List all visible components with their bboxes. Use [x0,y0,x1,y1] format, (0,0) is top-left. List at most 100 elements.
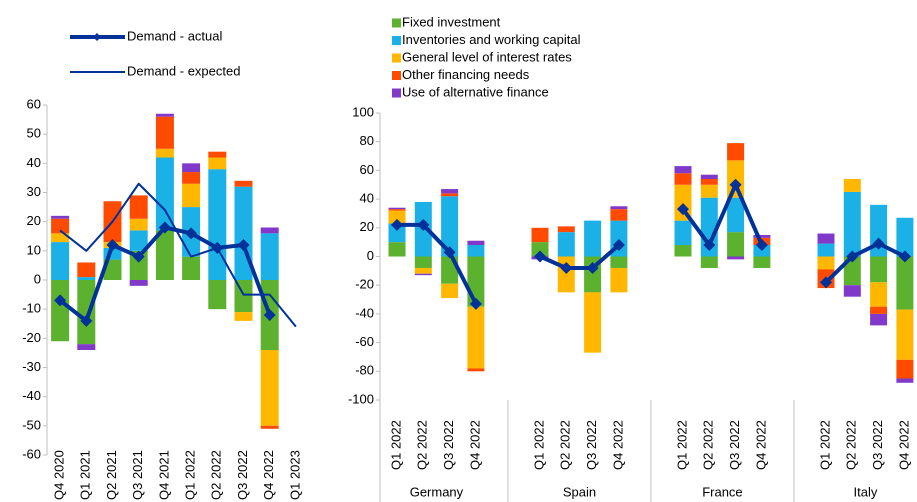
legend-label: Demand - actual [127,28,222,43]
y-tick-label: 20 [360,219,374,234]
bar-segment [208,169,227,280]
y-tick-label: -80 [355,363,374,378]
marker [263,309,276,321]
marker [820,276,832,289]
bar-segment [727,143,745,161]
x-tick-label: Q1 2023 [287,450,302,500]
bar-segment [129,230,148,251]
x-tick-label: Q2 2022 [701,420,716,470]
legend-swatch [392,53,401,63]
bar-segment [610,267,628,293]
marker [560,261,573,274]
bar-segment [260,425,279,429]
bar-segment [51,233,70,243]
legend-marker [93,33,101,41]
marker [106,239,119,251]
y-tick-label: -20 [22,330,41,345]
marker [80,314,93,327]
marker [612,239,625,252]
bar-segment [155,113,174,117]
bar-segment [234,180,253,187]
bar-segment [260,350,279,426]
bar-segment [870,282,888,307]
bar-segment [441,196,459,257]
bar-segment [155,116,174,149]
bar-segment [843,256,861,286]
bar-segment [182,163,201,173]
bar-segment [388,207,406,210]
bar-segment [674,220,692,246]
y-tick-label: 100 [352,104,374,119]
bar-segment [208,280,227,310]
bar-segment [753,234,771,238]
bar-segment [610,206,628,210]
bar-segment [388,209,406,211]
bar-segment [584,292,602,353]
y-tick-label: 10 [27,242,41,257]
marker [469,297,482,310]
y-tick-label: -60 [22,446,41,461]
legend-swatch [392,71,401,80]
bar-segment [51,215,70,219]
bar-segment [531,227,549,243]
bar-segment [234,312,253,321]
bar-segment [414,256,432,268]
x-tick-label: Q4 2022 [610,420,625,470]
marker [534,250,546,263]
bar-segment [700,179,718,185]
bar-segment [896,256,914,310]
bar-segment [260,227,279,234]
y-tick-label: -10 [22,301,41,316]
bar-segment [467,306,485,369]
bar-segment [727,232,745,257]
legend-swatch [392,18,401,28]
bar-segment [414,273,432,276]
bar-segment [700,184,718,198]
bar-segment [674,245,692,257]
y-tick-label: -20 [355,277,374,292]
bar-segment [77,344,96,350]
bar-segment [610,256,628,268]
bar-segment [557,232,575,257]
bar-segment [208,157,227,170]
y-tick-label: 60 [360,162,374,177]
group-label: Germany [410,484,464,499]
y-tick-label: 60 [27,96,41,111]
bar-segment [674,173,692,185]
y-tick-label: 20 [27,213,41,228]
x-tick-label: Q1 2022 [388,420,403,470]
x-tick-label: Q1 2022 [183,450,198,500]
x-tick-label: Q3 2022 [870,420,885,470]
y-tick-label: -100 [348,391,374,406]
bar-segment [896,309,914,360]
x-tick-label: Q2 2022 [558,420,573,470]
bar-segment [51,218,70,234]
bar-segment [467,245,485,257]
bar-segment [896,217,914,257]
bar-segment [182,256,201,280]
x-tick-label: Q3 2022 [727,420,742,470]
bar-segment [155,148,174,158]
x-tick-label: Q4 2020 [52,450,67,500]
bar-segment [77,280,96,345]
bar-segment [441,283,459,299]
bar-segment [753,256,771,268]
legend-label: Demand - expected [127,63,240,78]
bar-segment [870,256,888,283]
marker [54,294,67,307]
bar-segment [388,242,406,257]
x-tick-label: Q3 2021 [130,450,145,500]
bar-segment [208,151,227,158]
bar-segment [77,277,96,280]
bar-segment [843,285,861,297]
x-tick-label: Q2 2021 [104,450,119,500]
x-tick-label: Q4 2021 [156,450,171,500]
bar-segment [129,280,148,286]
bar-segment [414,267,432,274]
y-tick-label: 40 [360,191,374,206]
bar-segment [727,197,745,233]
legend-swatch [392,88,401,98]
x-tick-label: Q3 2022 [584,420,599,470]
bar-segment [610,209,628,221]
